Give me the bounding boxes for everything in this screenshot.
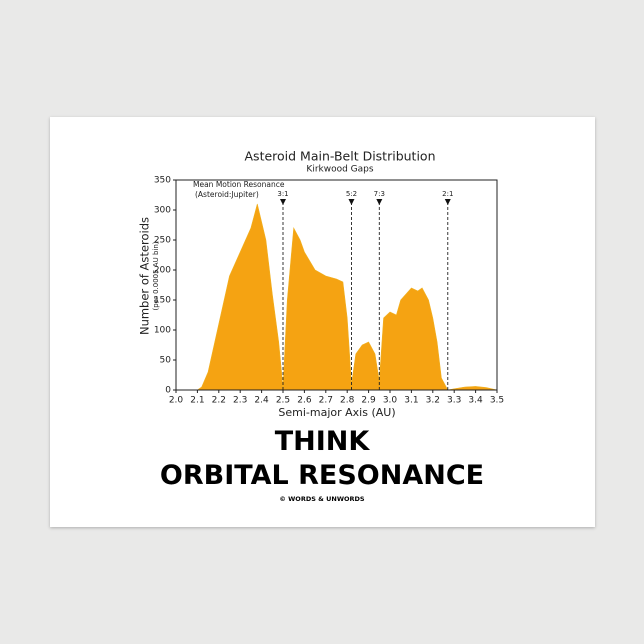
x-tick-label: 2.7	[319, 396, 333, 406]
area	[176, 203, 498, 391]
x-tick-label: 2.6	[297, 396, 312, 406]
y-tick-label: 350	[154, 176, 171, 186]
resonance-marker	[376, 199, 383, 205]
y-tick-label: 50	[160, 356, 172, 366]
y-tick-label: 200	[154, 266, 171, 276]
credit: © WORDS & UNWORDS	[279, 495, 365, 503]
x-tick-label: 3.4	[468, 396, 483, 406]
caption-line: ORBITAL RESONANCE	[159, 460, 485, 491]
x-tick-label: 2.9	[361, 396, 376, 406]
x-tick-label: 3.5	[490, 396, 504, 406]
x-tick-label: 2.1	[190, 396, 204, 406]
y-axis-sublabel: (per 0.0005 AU bin)	[152, 241, 160, 310]
x-tick-label: 2.8	[340, 396, 355, 406]
x-tick-label: 3.1	[404, 396, 418, 406]
y-axis-label: Number of Asteroids	[138, 217, 152, 335]
x-tick-label: 2.2	[212, 396, 226, 406]
resonance-marker	[280, 199, 286, 205]
resonance-label: 7:3	[374, 190, 385, 198]
y-tick-label: 100	[154, 326, 171, 336]
resonance-label: 3:1	[277, 190, 288, 198]
x-tick-label: 2.0	[169, 396, 184, 406]
y-tick-label: 300	[154, 206, 171, 216]
resonance-marker	[444, 199, 451, 205]
y-tick-label: 250	[154, 236, 171, 246]
resonance-label: 5:2	[346, 190, 357, 198]
x-tick-label: 2.4	[254, 396, 269, 406]
plot-frame	[175, 179, 498, 391]
annotation: (Asteroid:Jupiter)	[195, 190, 259, 199]
x-tick-label: 3.0	[383, 396, 398, 406]
x-tick-label: 2.3	[233, 396, 247, 406]
x-tick-label: 2.5	[276, 396, 290, 406]
x-tick-label: 3.3	[447, 396, 461, 406]
caption-line: THINK	[274, 426, 370, 457]
y-tick-label: 150	[154, 296, 171, 306]
resonance-marker	[348, 199, 355, 205]
chart-title: Asteroid Main-Belt Distribution	[245, 149, 436, 164]
x-axis-label: Semi-major Axis (AU)	[278, 406, 395, 419]
chart-subtitle: Kirkwood Gaps	[306, 165, 373, 175]
x-tick-label: 3.2	[426, 396, 440, 406]
annotation: Mean Motion Resonance	[193, 180, 285, 189]
resonance-label: 2:1	[442, 190, 453, 198]
y-tick-label: 0	[165, 386, 171, 396]
